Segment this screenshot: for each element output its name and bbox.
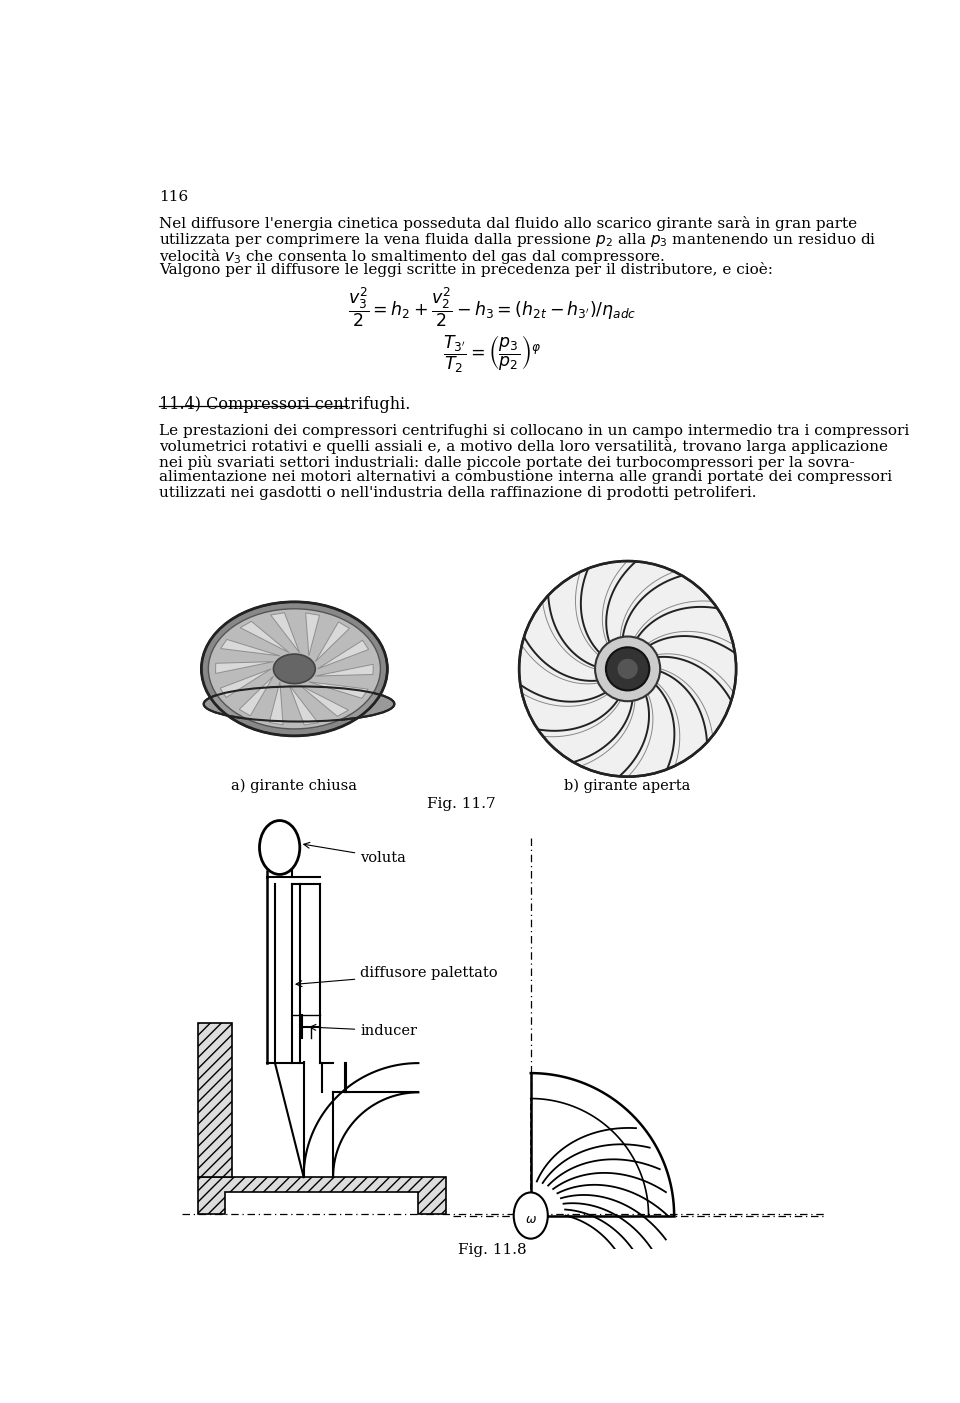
Ellipse shape bbox=[202, 602, 388, 735]
Circle shape bbox=[616, 658, 638, 679]
Text: nei più svariati settori industriali: dalle piccole portate dei turbocompressori: nei più svariati settori industriali: da… bbox=[158, 455, 854, 470]
Polygon shape bbox=[289, 685, 318, 725]
Circle shape bbox=[606, 647, 649, 690]
Text: Fig. 11.7: Fig. 11.7 bbox=[426, 797, 495, 811]
Text: Valgono per il diffusore le leggi scritte in precedenza per il distributore, e c: Valgono per il diffusore le leggi scritt… bbox=[158, 262, 773, 278]
Text: utilizzata per comprimere la vena fluida dalla pressione $p_2$ alla $p_3$ manten: utilizzata per comprimere la vena fluida… bbox=[158, 231, 876, 250]
Polygon shape bbox=[309, 682, 368, 699]
Text: $\omega$: $\omega$ bbox=[525, 1214, 537, 1226]
Text: voluta: voluta bbox=[303, 842, 406, 864]
Text: volumetrici rotativi e quelli assiali e, a motivo della loro versatilità, trovan: volumetrici rotativi e quelli assiali e,… bbox=[158, 439, 888, 455]
Text: Fig. 11.8: Fig. 11.8 bbox=[458, 1243, 526, 1257]
Ellipse shape bbox=[259, 821, 300, 874]
Text: a) girante chiusa: a) girante chiusa bbox=[231, 779, 357, 793]
Text: 116: 116 bbox=[158, 189, 188, 203]
Text: $\dfrac{T_{3'}}{T_2} = \left(\dfrac{p_3}{p_2}\right)^{\varphi}$: $\dfrac{T_{3'}}{T_2} = \left(\dfrac{p_3}… bbox=[443, 334, 541, 376]
Polygon shape bbox=[240, 622, 289, 652]
Text: inducer: inducer bbox=[310, 1024, 418, 1038]
Text: b) girante aperta: b) girante aperta bbox=[564, 779, 691, 793]
Text: diffusore palettato: diffusore palettato bbox=[296, 967, 498, 986]
Ellipse shape bbox=[204, 686, 395, 721]
Circle shape bbox=[595, 637, 660, 702]
Polygon shape bbox=[300, 685, 348, 717]
Polygon shape bbox=[305, 613, 320, 655]
Polygon shape bbox=[315, 664, 373, 676]
Polygon shape bbox=[315, 622, 349, 662]
Polygon shape bbox=[198, 1177, 445, 1214]
Text: utilizzati nei gasdotti o nell'industria della raffinazione di prodotti petrolif: utilizzati nei gasdotti o nell'industria… bbox=[158, 485, 756, 499]
Ellipse shape bbox=[514, 1193, 548, 1239]
Polygon shape bbox=[221, 640, 280, 655]
Text: $\dfrac{v_3^2}{2} = h_2 + \dfrac{v_2^2}{2} - h_3 = \left(h_{2t} - h_{3'}\right)/: $\dfrac{v_3^2}{2} = h_2 + \dfrac{v_2^2}{… bbox=[348, 285, 636, 328]
Text: 11.4) Compressori centrifughi.: 11.4) Compressori centrifughi. bbox=[158, 396, 410, 412]
Text: velocità $v_3$ che consenta lo smaltimento del gas dal compressore.: velocità $v_3$ che consenta lo smaltimen… bbox=[158, 247, 664, 267]
Polygon shape bbox=[220, 669, 271, 697]
Ellipse shape bbox=[274, 654, 315, 683]
Text: Le prestazioni dei compressori centrifughi si collocano in un campo intermedio t: Le prestazioni dei compressori centrifug… bbox=[158, 424, 909, 438]
Polygon shape bbox=[271, 613, 300, 652]
Polygon shape bbox=[216, 662, 274, 673]
Ellipse shape bbox=[208, 609, 380, 730]
Circle shape bbox=[519, 561, 736, 777]
Polygon shape bbox=[318, 640, 369, 669]
Polygon shape bbox=[198, 1023, 232, 1177]
Text: alimentazione nei motori alternativi a combustione interna alle grandi portate d: alimentazione nei motori alternativi a c… bbox=[158, 470, 892, 484]
Polygon shape bbox=[239, 676, 274, 716]
Text: Nel diffusore l'energia cinetica posseduta dal fluido allo scarico girante sarà : Nel diffusore l'energia cinetica possedu… bbox=[158, 216, 857, 231]
Polygon shape bbox=[269, 682, 283, 725]
